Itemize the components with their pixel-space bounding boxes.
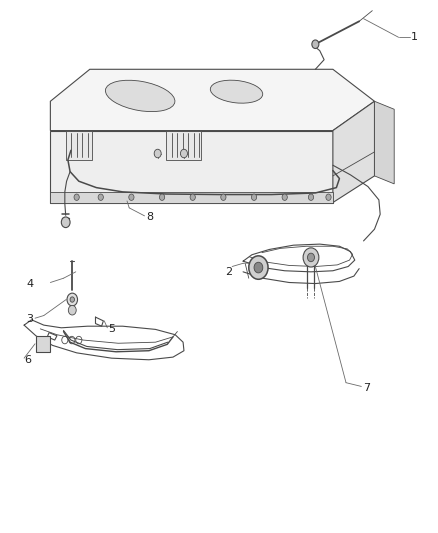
Text: 3: 3 — [26, 314, 33, 324]
Circle shape — [254, 262, 263, 273]
Circle shape — [303, 248, 319, 267]
Circle shape — [307, 253, 314, 262]
Ellipse shape — [210, 80, 263, 103]
Polygon shape — [374, 101, 394, 184]
Text: 7: 7 — [363, 383, 370, 393]
Polygon shape — [166, 131, 201, 160]
Polygon shape — [333, 101, 374, 203]
Circle shape — [312, 40, 319, 49]
Circle shape — [308, 194, 314, 200]
Circle shape — [326, 194, 331, 200]
Circle shape — [61, 217, 70, 228]
FancyBboxPatch shape — [36, 336, 50, 352]
Ellipse shape — [106, 80, 175, 111]
Circle shape — [74, 194, 79, 200]
Circle shape — [70, 297, 74, 302]
Circle shape — [282, 194, 287, 200]
Text: 2: 2 — [225, 267, 232, 277]
Circle shape — [249, 256, 268, 279]
Circle shape — [190, 194, 195, 200]
Polygon shape — [50, 131, 333, 203]
Text: 1: 1 — [411, 33, 418, 42]
Circle shape — [221, 194, 226, 200]
Circle shape — [180, 149, 187, 158]
Text: 6: 6 — [24, 355, 31, 365]
Polygon shape — [50, 69, 374, 131]
Circle shape — [154, 149, 161, 158]
Circle shape — [251, 194, 257, 200]
Circle shape — [68, 305, 76, 315]
Polygon shape — [50, 192, 333, 203]
Text: 5: 5 — [109, 324, 116, 334]
Circle shape — [67, 293, 78, 306]
Text: 4: 4 — [26, 279, 33, 288]
Circle shape — [159, 194, 165, 200]
Circle shape — [98, 194, 103, 200]
Text: 8: 8 — [146, 212, 153, 222]
Polygon shape — [66, 131, 92, 160]
Circle shape — [129, 194, 134, 200]
